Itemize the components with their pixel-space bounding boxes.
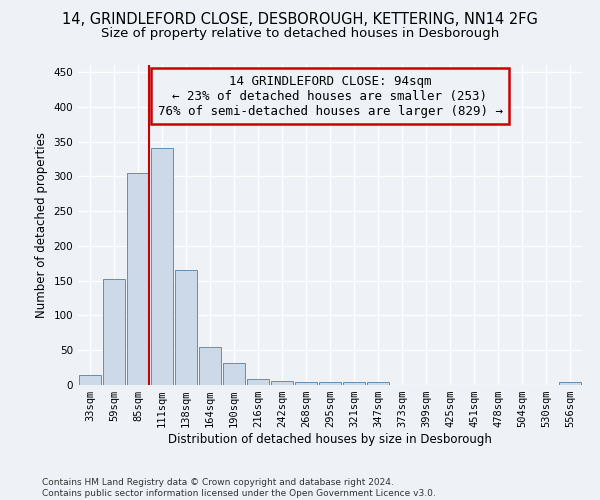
Text: 14, GRINDLEFORD CLOSE, DESBOROUGH, KETTERING, NN14 2FG: 14, GRINDLEFORD CLOSE, DESBOROUGH, KETTE… [62, 12, 538, 28]
X-axis label: Distribution of detached houses by size in Desborough: Distribution of detached houses by size … [168, 433, 492, 446]
Bar [559, 382, 581, 385]
Bar [151, 148, 173, 385]
Y-axis label: Number of detached properties: Number of detached properties [35, 132, 48, 318]
Bar [79, 374, 101, 385]
Bar [223, 362, 245, 385]
Bar [295, 382, 317, 385]
Text: Size of property relative to detached houses in Desborough: Size of property relative to detached ho… [101, 28, 499, 40]
Text: Contains HM Land Registry data © Crown copyright and database right 2024.
Contai: Contains HM Land Registry data © Crown c… [42, 478, 436, 498]
Bar [367, 382, 389, 385]
Bar [247, 378, 269, 385]
Bar [127, 173, 149, 385]
Text: 14 GRINDLEFORD CLOSE: 94sqm
← 23% of detached houses are smaller (253)
76% of se: 14 GRINDLEFORD CLOSE: 94sqm ← 23% of det… [157, 74, 503, 118]
Bar [175, 270, 197, 385]
Bar [343, 382, 365, 385]
Bar [271, 381, 293, 385]
Bar [103, 278, 125, 385]
Bar [199, 346, 221, 385]
Bar [319, 382, 341, 385]
